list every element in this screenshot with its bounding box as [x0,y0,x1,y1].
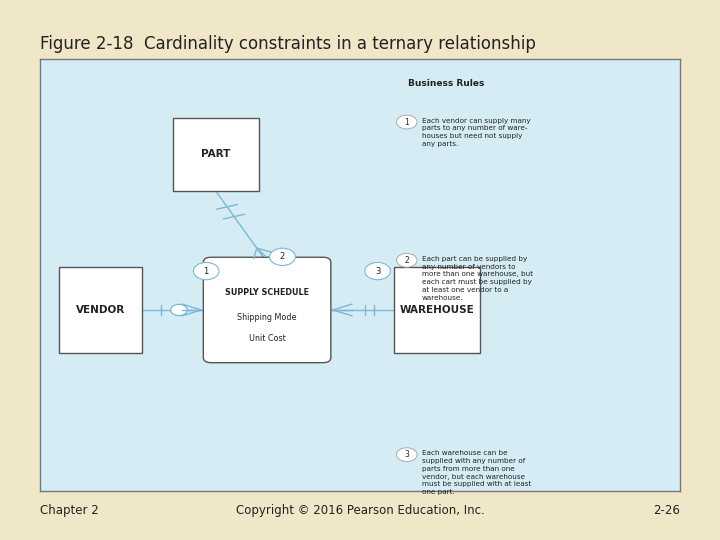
Circle shape [194,262,219,280]
Text: Business Rules: Business Rules [408,79,485,88]
FancyBboxPatch shape [203,257,331,363]
Circle shape [397,115,417,129]
Text: Chapter 2: Chapter 2 [40,504,99,517]
Text: Copyright © 2016 Pearson Education, Inc.: Copyright © 2016 Pearson Education, Inc. [235,504,485,517]
Circle shape [365,262,390,280]
Text: 3: 3 [375,267,380,275]
Text: 3: 3 [405,450,409,459]
Text: Each part can be supplied by
any number of vendors to
more than one warehouse, b: Each part can be supplied by any number … [422,256,534,301]
Text: Each warehouse can be
supplied with any number of
parts from more than one
vendo: Each warehouse can be supplied with any … [422,450,531,495]
Text: Figure 2-18  Cardinality constraints in a ternary relationship: Figure 2-18 Cardinality constraints in a… [40,35,536,53]
Circle shape [171,305,187,315]
Text: 2: 2 [405,256,409,265]
Text: PART: PART [201,150,230,159]
Text: 2: 2 [280,252,285,261]
Bar [394,267,480,353]
Text: Shipping Mode: Shipping Mode [238,313,297,322]
Text: Unit Cost: Unit Cost [248,334,285,343]
Bar [59,267,142,353]
Text: VENDOR: VENDOR [76,305,125,315]
Text: WAREHOUSE: WAREHOUSE [400,305,474,315]
Text: Each vendor can supply many
parts to any number of ware-
houses but need not sup: Each vendor can supply many parts to any… [422,118,531,147]
Text: 1: 1 [204,267,209,275]
Text: 1: 1 [405,118,409,126]
Text: 2-26: 2-26 [654,504,680,517]
Text: SUPPLY SCHEDULE: SUPPLY SCHEDULE [225,288,309,298]
Circle shape [397,253,417,267]
Circle shape [270,248,295,266]
Circle shape [397,448,417,462]
Bar [173,118,259,191]
